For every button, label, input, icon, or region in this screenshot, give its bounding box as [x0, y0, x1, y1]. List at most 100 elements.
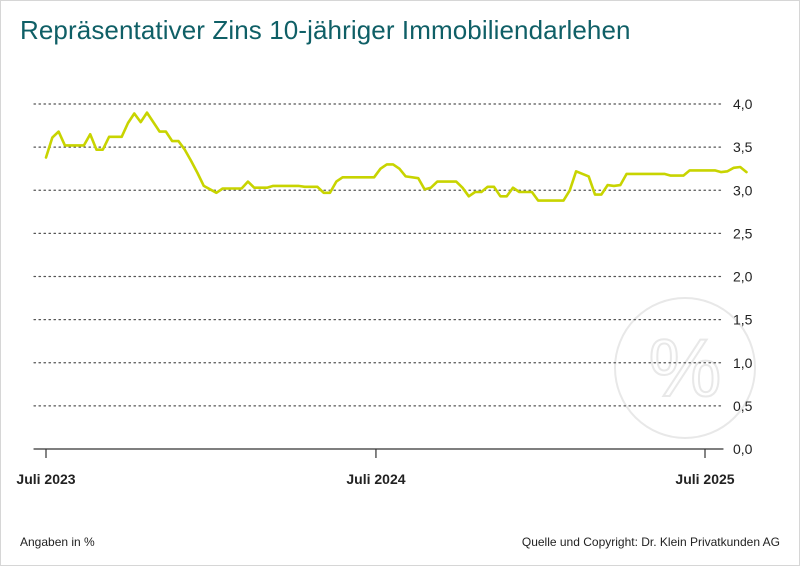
data-point [146, 111, 149, 114]
chart-title: Repräsentativer Zins 10-jähriger Immobil… [20, 15, 631, 45]
data-point [404, 175, 407, 178]
data-point [505, 195, 508, 198]
x-tick-label: Juli 2025 [675, 471, 734, 487]
data-point [417, 177, 420, 180]
data-point [455, 180, 458, 183]
data-point [606, 184, 609, 187]
data-point [379, 167, 382, 170]
data-point [619, 184, 622, 187]
data-point [247, 180, 250, 183]
units-note: Angaben in % [20, 535, 95, 549]
data-point [720, 171, 723, 174]
data-point [688, 169, 691, 172]
y-tick-label: 1,0 [733, 355, 753, 371]
data-point [569, 189, 572, 192]
data-point [322, 192, 325, 195]
data-point [682, 174, 685, 177]
data-point [57, 130, 60, 133]
data-point [726, 170, 729, 173]
data-point [474, 191, 477, 194]
data-point [468, 195, 471, 198]
data-point [625, 173, 628, 176]
data-point [297, 185, 300, 188]
data-point [158, 130, 161, 133]
data-point [228, 187, 231, 190]
x-tick-label: Juli 2024 [346, 471, 405, 487]
data-point [733, 167, 736, 170]
data-point [714, 169, 717, 172]
percent-watermark-circle [614, 297, 756, 439]
data-point [76, 144, 79, 147]
data-point [190, 160, 193, 163]
data-point [165, 130, 168, 133]
data-point [575, 170, 578, 173]
data-point [392, 163, 395, 166]
data-point [594, 193, 597, 196]
data-point [537, 199, 540, 202]
data-point [335, 180, 338, 183]
data-point [133, 112, 136, 115]
y-tick-label: 4,0 [733, 96, 753, 112]
data-point [196, 172, 199, 175]
x-tick-label: Juli 2023 [16, 471, 75, 487]
data-point [430, 186, 433, 189]
data-point [436, 180, 439, 183]
data-point [329, 192, 332, 195]
data-point [139, 121, 142, 124]
data-point [108, 136, 111, 139]
data-point [45, 156, 48, 159]
data-point [480, 191, 483, 194]
data-point [663, 173, 666, 176]
data-point [102, 148, 105, 151]
data-point [240, 187, 243, 190]
y-tick-label: 2,0 [733, 269, 753, 285]
data-point [587, 175, 590, 178]
source-note: Quelle und Copyright: Dr. Klein Privatku… [521, 535, 780, 549]
data-point [499, 195, 502, 198]
data-point [120, 136, 123, 139]
data-point [215, 192, 218, 195]
y-tick-label: 0,0 [733, 441, 753, 457]
data-point [745, 171, 748, 174]
data-point [89, 133, 92, 136]
y-tick-label: 2,5 [733, 225, 753, 241]
data-point [486, 186, 489, 189]
data-point [272, 185, 275, 188]
data-point [83, 144, 86, 147]
data-point [64, 144, 67, 147]
data-point [613, 185, 616, 188]
data-point [739, 166, 742, 169]
data-point [512, 186, 515, 189]
data-point [171, 140, 174, 143]
data-point [341, 176, 344, 179]
data-point [51, 136, 54, 139]
data-point [177, 140, 180, 143]
data-point [562, 199, 565, 202]
data-point [203, 185, 206, 188]
data-point [221, 187, 224, 190]
data-point [423, 188, 426, 191]
data-point [95, 148, 98, 151]
data-point [266, 186, 269, 189]
data-point [316, 186, 319, 189]
y-tick-label: 3,0 [733, 182, 753, 198]
data-point [303, 186, 306, 189]
data-point [253, 186, 256, 189]
data-point [386, 163, 389, 166]
y-tick-label: 0,5 [733, 398, 753, 414]
data-point [373, 176, 376, 179]
interest-rate-line [44, 111, 748, 202]
data-point [70, 144, 73, 147]
data-point [184, 148, 187, 151]
data-point [669, 174, 672, 177]
data-point [127, 122, 130, 125]
data-point [531, 191, 534, 194]
data-point [152, 121, 155, 124]
data-point [518, 191, 521, 194]
y-tick-label: 1,5 [733, 312, 753, 328]
percent-icon: % [649, 323, 722, 414]
y-tick-label: 3,5 [733, 139, 753, 155]
data-point [493, 186, 496, 189]
